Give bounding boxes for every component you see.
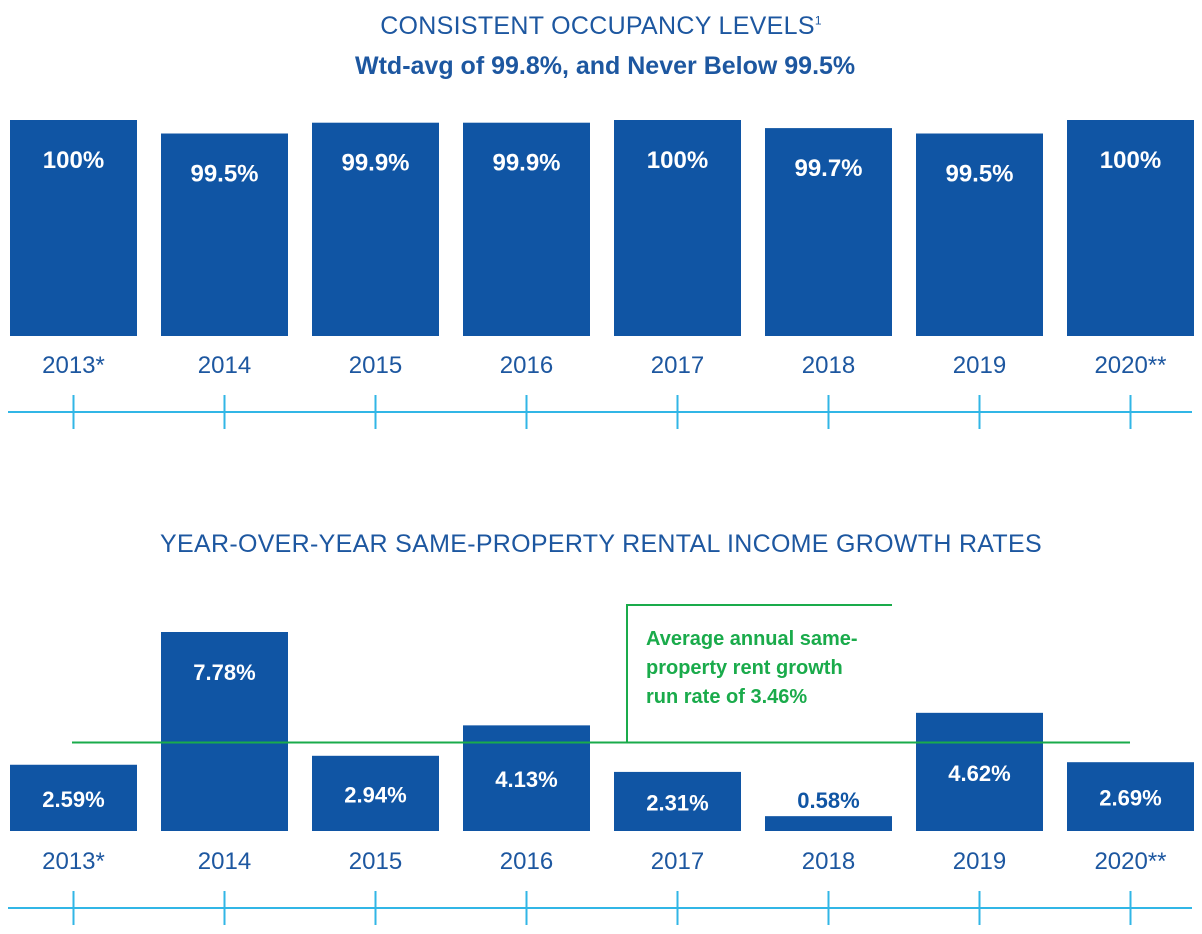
growth-bar xyxy=(916,712,1043,831)
occupancy-bar xyxy=(614,120,741,336)
occupancy-title-footnote: 1 xyxy=(814,13,822,28)
occupancy-bar xyxy=(765,128,892,336)
x-tick-label: 2019 xyxy=(953,848,1006,875)
x-tick-label: 2020** xyxy=(1094,848,1166,875)
occupancy-bar xyxy=(161,133,288,336)
x-tick-label: 2017 xyxy=(651,352,704,379)
x-tick-label: 2015 xyxy=(349,352,402,379)
growth-bar xyxy=(1067,762,1194,831)
average-annotation-text: Average annual same- xyxy=(646,628,858,650)
x-tick-label: 2013* xyxy=(42,352,105,379)
occupancy-bar xyxy=(1067,120,1194,336)
growth-bar-label: 7.78% xyxy=(193,660,255,685)
average-annotation-text: run rate of 3.46% xyxy=(646,686,807,708)
growth-bar-label: 0.58% xyxy=(797,788,859,813)
growth-bar-label: 4.13% xyxy=(495,767,557,792)
growth-bar xyxy=(161,632,288,831)
occupancy-bar xyxy=(312,122,439,336)
x-tick-label: 2016 xyxy=(500,352,553,379)
occupancy-chart-subtitle: Wtd-avg of 99.8%, and Never Below 99.5% xyxy=(355,52,856,80)
occupancy-title-text: CONSISTENT OCCUPANCY LEVELS xyxy=(380,12,815,40)
x-tick-label: 2014 xyxy=(198,352,251,379)
average-annotation-text: property rent growth xyxy=(646,657,843,679)
x-tick-label: 2013* xyxy=(42,848,105,875)
growth-bar xyxy=(10,764,137,831)
growth-bar-label: 4.62% xyxy=(948,761,1010,786)
x-tick-label: 2017 xyxy=(651,848,704,875)
occupancy-bar xyxy=(916,133,1043,336)
x-tick-label: 2016 xyxy=(500,848,553,875)
occupancy-bar-label: 99.7% xyxy=(794,155,862,182)
growth-bar-label: 2.69% xyxy=(1099,786,1161,811)
growth-chart-title: YEAR-OVER-YEAR SAME-PROPERTY RENTAL INCO… xyxy=(160,530,1042,558)
growth-bar-label: 2.94% xyxy=(344,782,406,807)
occupancy-bar-label: 100% xyxy=(1100,147,1161,174)
occupancy-bar-label: 99.5% xyxy=(190,161,258,188)
growth-bar-label: 2.31% xyxy=(646,790,708,815)
average-annotation-bracket xyxy=(626,604,892,743)
x-tick-label: 2018 xyxy=(802,848,855,875)
x-tick-label: 2014 xyxy=(198,848,251,875)
occupancy-bar-chart: 100% 99.5% 99.9% 99.9% 100% 99.7% 99.5% 100% 201… xyxy=(8,120,1194,429)
x-tick-label: 2018 xyxy=(802,352,855,379)
growth-bar xyxy=(765,816,892,831)
x-tick-label: 2019 xyxy=(953,352,1006,379)
x-tick-label: 2020** xyxy=(1094,352,1166,379)
growth-bar-label: 2.59% xyxy=(42,787,104,812)
growth-bar xyxy=(614,771,741,831)
occupancy-bar-label: 99.9% xyxy=(341,150,409,177)
occupancy-bar xyxy=(463,122,590,336)
x-tick-label: 2015 xyxy=(349,848,402,875)
occupancy-chart-title: CONSISTENT OCCUPANCY LEVELS1 xyxy=(0,12,1202,41)
occupancy-bar xyxy=(10,120,137,336)
occupancy-bar-label: 100% xyxy=(43,147,104,174)
occupancy-bar-label: 100% xyxy=(647,147,708,174)
occupancy-bar-label: 99.9% xyxy=(492,150,560,177)
occupancy-bar-label: 99.5% xyxy=(945,161,1013,188)
growth-bar xyxy=(312,755,439,831)
